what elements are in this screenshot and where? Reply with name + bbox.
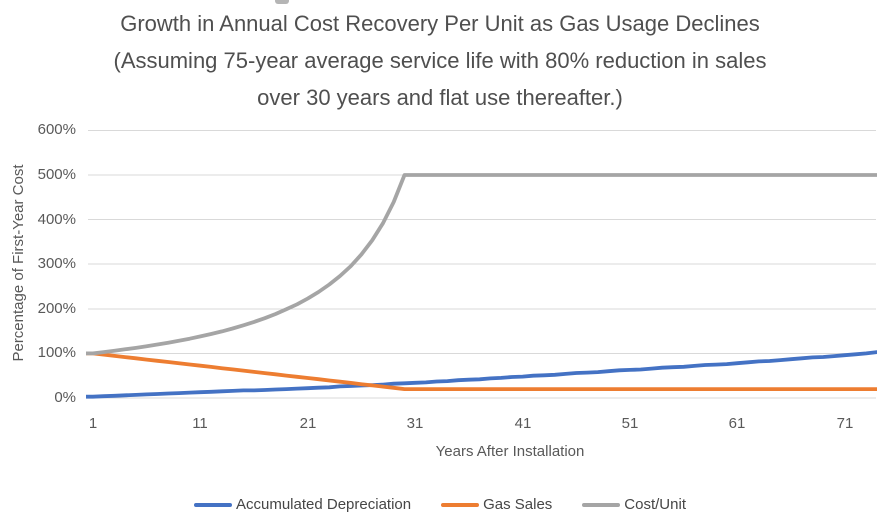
legend-label: Cost/Unit (624, 496, 686, 513)
legend-item-accumulated-depreciation: Accumulated Depreciation (194, 496, 411, 514)
y-tick-label: 300% (37, 255, 76, 272)
y-tick-label: 200% (37, 300, 76, 317)
x-tick-label: 11 (192, 415, 208, 432)
chart-title-line-3: over 30 years and flat use thereafter.) (257, 85, 623, 110)
legend-label: Gas Sales (483, 496, 553, 513)
legend-item-cost-unit: Cost/Unit (582, 496, 686, 514)
y-tick-label: 0% (54, 389, 76, 406)
chart-title-line-1: Growth in Annual Cost Recovery Per Unit … (120, 11, 760, 36)
y-tick-label: 500% (37, 166, 76, 183)
legend-line-swatch (441, 503, 480, 507)
legend-line-swatch (194, 503, 232, 507)
x-tick-label: 41 (514, 415, 532, 432)
x-axis-title: Years After Installation (435, 443, 585, 460)
x-tick-label: 61 (728, 415, 746, 432)
series-line-cost-unit (86, 173, 877, 356)
series-line-gas-sales (86, 351, 877, 391)
series-line-accumulated-depreciation (86, 350, 877, 399)
x-tick-label: 71 (836, 415, 854, 432)
x-tick-label: 51 (621, 415, 639, 432)
legend: Accumulated Depreciation Gas Sales Cost/Un… (0, 496, 880, 514)
chart-title: Growth in Annual Cost Recovery Per Unit … (0, 5, 880, 116)
x-tick-label: 31 (406, 415, 424, 432)
y-tick-label: 100% (37, 344, 76, 361)
legend-label: Accumulated Depreciation (236, 496, 412, 513)
y-tick-label: 600% (37, 121, 76, 138)
chart-title-line-2: (Assuming 75-year average service life w… (113, 48, 767, 73)
y-tick-label: 400% (37, 211, 76, 228)
x-tick-label: 21 (299, 415, 317, 432)
x-tick-label: 1 (88, 415, 98, 432)
top-edge-artifact (275, 0, 289, 4)
legend-item-gas-sales: Gas Sales (441, 496, 552, 514)
legend-line-swatch (582, 503, 621, 507)
